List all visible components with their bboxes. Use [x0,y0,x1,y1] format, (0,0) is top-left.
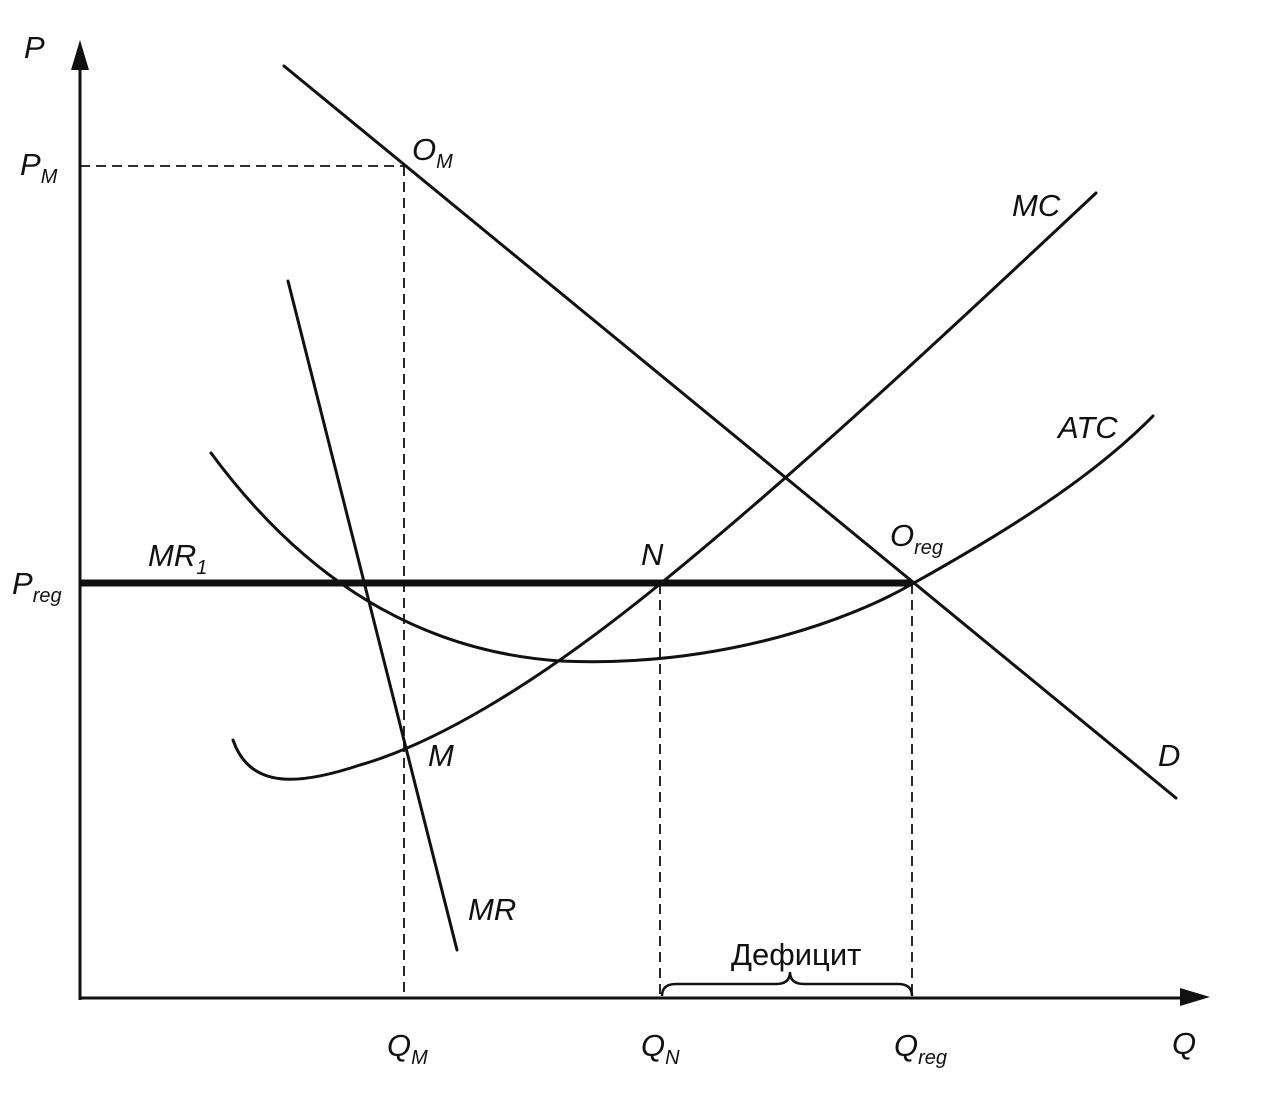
atc-label: ATC [1056,410,1118,445]
deficit-brace [660,971,914,997]
y-axis-arrow [71,40,89,70]
n-point-label: N [641,537,664,572]
mr1-label: MR1 [148,538,207,579]
mc-label: MC [1012,188,1061,223]
y-axis-label: P [24,30,45,65]
pm-label: PM [20,147,58,188]
x-axis-arrow [1180,988,1210,1006]
atc-curve [209,414,1155,664]
mc-curve [231,191,1098,781]
demand-curve [282,64,1178,800]
preg-label: Preg [12,566,62,607]
oreg-point-label: Oreg [890,518,943,559]
mr-curve [286,279,459,952]
deficit-label: Дефицит [731,937,861,972]
mr-label: MR [468,892,516,927]
demand-label: D [1158,738,1180,773]
x-axis-label: Q [1172,1026,1196,1061]
qm-label: QM [387,1028,428,1069]
m-point-label: M [428,738,454,773]
om-point-label: OM [412,132,453,173]
qreg-label: Qreg [894,1028,947,1069]
qn-label: QN [641,1028,680,1069]
